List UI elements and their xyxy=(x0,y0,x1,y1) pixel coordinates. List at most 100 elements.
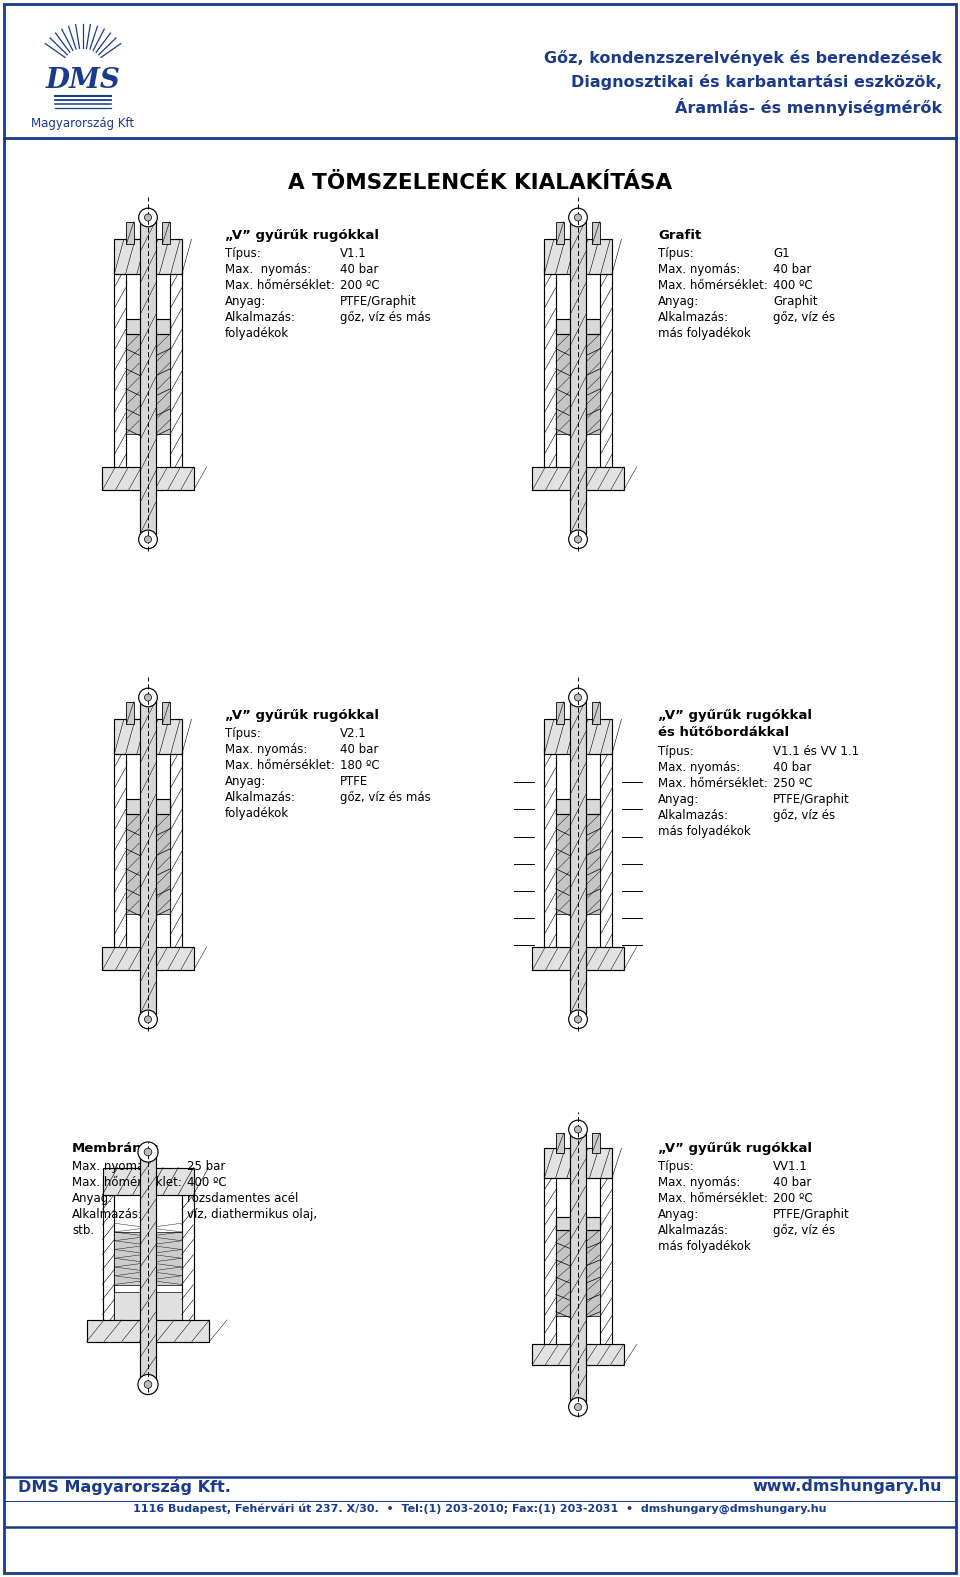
Bar xyxy=(544,1148,612,1178)
Bar xyxy=(544,719,612,754)
Bar xyxy=(600,1172,612,1351)
Text: Max. hőmérséklet:: Max. hőmérséklet: xyxy=(72,1176,181,1189)
Circle shape xyxy=(568,530,588,549)
Text: 40 bar: 40 bar xyxy=(773,263,811,276)
Circle shape xyxy=(574,536,582,542)
Text: Max. nyomás:: Max. nyomás: xyxy=(225,743,307,755)
Text: Típus:: Típus: xyxy=(658,248,694,260)
Text: Max. hőmérséklet:: Max. hőmérséklet: xyxy=(658,1192,768,1205)
Text: PTFE: PTFE xyxy=(340,774,369,788)
Text: Alkalmazás:: Alkalmazás: xyxy=(72,1208,143,1221)
Bar xyxy=(557,222,564,244)
Bar xyxy=(162,222,170,244)
Bar xyxy=(156,814,170,913)
Bar xyxy=(170,267,181,476)
Bar xyxy=(544,747,556,956)
Bar xyxy=(533,946,624,970)
Text: PTFE/Graphit: PTFE/Graphit xyxy=(340,295,417,308)
Bar xyxy=(114,240,181,274)
Bar xyxy=(140,1154,156,1380)
Text: Membrános: Membrános xyxy=(72,1142,159,1154)
Bar xyxy=(181,1180,194,1329)
Text: Max. hőmérséklet:: Max. hőmérséklet: xyxy=(658,279,768,292)
Bar xyxy=(156,334,170,434)
Text: Anyag:: Anyag: xyxy=(658,1208,699,1221)
Text: Max. nyomás:: Max. nyomás: xyxy=(658,762,740,774)
Bar xyxy=(162,702,170,724)
Circle shape xyxy=(144,536,152,542)
Text: Típus:: Típus: xyxy=(225,727,261,740)
Bar xyxy=(592,222,600,244)
Text: folyadékok: folyadékok xyxy=(225,807,289,820)
Text: Graphit: Graphit xyxy=(773,295,818,308)
Text: Alkalmazás:: Alkalmazás: xyxy=(658,311,729,323)
Text: más folyadékok: más folyadékok xyxy=(658,1240,751,1254)
Bar xyxy=(544,1172,556,1351)
Text: 200 ºC: 200 ºC xyxy=(773,1192,812,1205)
Text: „V” gyűrűk rugókkal: „V” gyűrűk rugókkal xyxy=(658,1142,812,1154)
Text: Anyag:: Anyag: xyxy=(658,295,699,308)
Circle shape xyxy=(568,1397,588,1416)
Text: 200 ºC: 200 ºC xyxy=(340,279,379,292)
Text: www.dmshungary.hu: www.dmshungary.hu xyxy=(753,1479,942,1493)
Circle shape xyxy=(574,1126,582,1132)
Text: folyadékok: folyadékok xyxy=(225,326,289,341)
Bar xyxy=(103,1167,194,1194)
Text: Max. hőmérséklet:: Max. hőmérséklet: xyxy=(658,777,768,790)
Bar xyxy=(570,221,586,533)
Text: Diagnosztikai és karbantartási eszközök,: Diagnosztikai és karbantartási eszközök, xyxy=(571,74,942,90)
Text: víz, diathermikus olaj,: víz, diathermikus olaj, xyxy=(187,1208,317,1221)
Text: PTFE/Graphit: PTFE/Graphit xyxy=(773,1208,850,1221)
Bar xyxy=(592,1134,600,1153)
Text: gőz, víz és más: gőz, víz és más xyxy=(340,792,431,804)
Text: Max.  nyomás:: Max. nyomás: xyxy=(225,263,311,276)
Bar xyxy=(127,222,133,244)
Bar xyxy=(126,814,140,913)
Text: Típus:: Típus: xyxy=(658,744,694,759)
Bar xyxy=(140,221,156,533)
Text: stb.: stb. xyxy=(72,1224,94,1236)
Bar xyxy=(114,747,126,956)
Text: Típus:: Típus: xyxy=(225,248,261,260)
Bar xyxy=(533,467,624,490)
Bar xyxy=(586,814,600,913)
Bar xyxy=(544,240,612,274)
Bar xyxy=(586,334,600,434)
Bar xyxy=(557,702,564,724)
Text: V1.1 és VV 1.1: V1.1 és VV 1.1 xyxy=(773,744,859,759)
Text: Alkalmazás:: Alkalmazás: xyxy=(658,809,729,822)
Bar xyxy=(127,702,133,724)
Bar xyxy=(103,1180,114,1329)
Text: V1.1: V1.1 xyxy=(340,248,367,260)
Text: más folyadékok: más folyadékok xyxy=(658,825,751,837)
Circle shape xyxy=(138,688,157,706)
Bar xyxy=(114,267,126,476)
Text: A TÖMSZELENCÉK KIALAKÍTÁSA: A TÖMSZELENCÉK KIALAKÍTÁSA xyxy=(288,173,672,192)
Circle shape xyxy=(144,214,152,221)
Text: Max. hőmérséklet:: Max. hőmérséklet: xyxy=(225,279,335,292)
Bar xyxy=(126,334,140,434)
Bar xyxy=(600,747,612,956)
Text: 180 ºC: 180 ºC xyxy=(340,759,379,773)
Bar xyxy=(140,700,156,1014)
Bar xyxy=(86,1320,209,1342)
Text: 1116 Budapest, Fehérvári út 237. X/30.  •  Tel:(1) 203-2010; Fax:(1) 203-2031  •: 1116 Budapest, Fehérvári út 237. X/30. •… xyxy=(133,1503,827,1514)
Text: gőz, víz és: gőz, víz és xyxy=(773,1224,835,1236)
Text: 25 bar: 25 bar xyxy=(187,1161,226,1173)
Bar xyxy=(114,1232,181,1285)
Circle shape xyxy=(144,1016,152,1023)
Bar xyxy=(586,1230,600,1315)
Text: 40 bar: 40 bar xyxy=(340,743,378,755)
Bar xyxy=(556,800,600,814)
Bar xyxy=(126,800,170,814)
Circle shape xyxy=(144,694,152,702)
Text: 400 ºC: 400 ºC xyxy=(187,1176,227,1189)
Circle shape xyxy=(574,1016,582,1023)
Circle shape xyxy=(574,1404,582,1410)
Text: Max. nyomás:: Max. nyomás: xyxy=(658,1176,740,1189)
Text: VV1.1: VV1.1 xyxy=(773,1161,807,1173)
Circle shape xyxy=(144,1381,152,1388)
Circle shape xyxy=(144,1148,152,1156)
Circle shape xyxy=(568,1120,588,1139)
Text: Alkalmazás:: Alkalmazás: xyxy=(658,1224,729,1236)
